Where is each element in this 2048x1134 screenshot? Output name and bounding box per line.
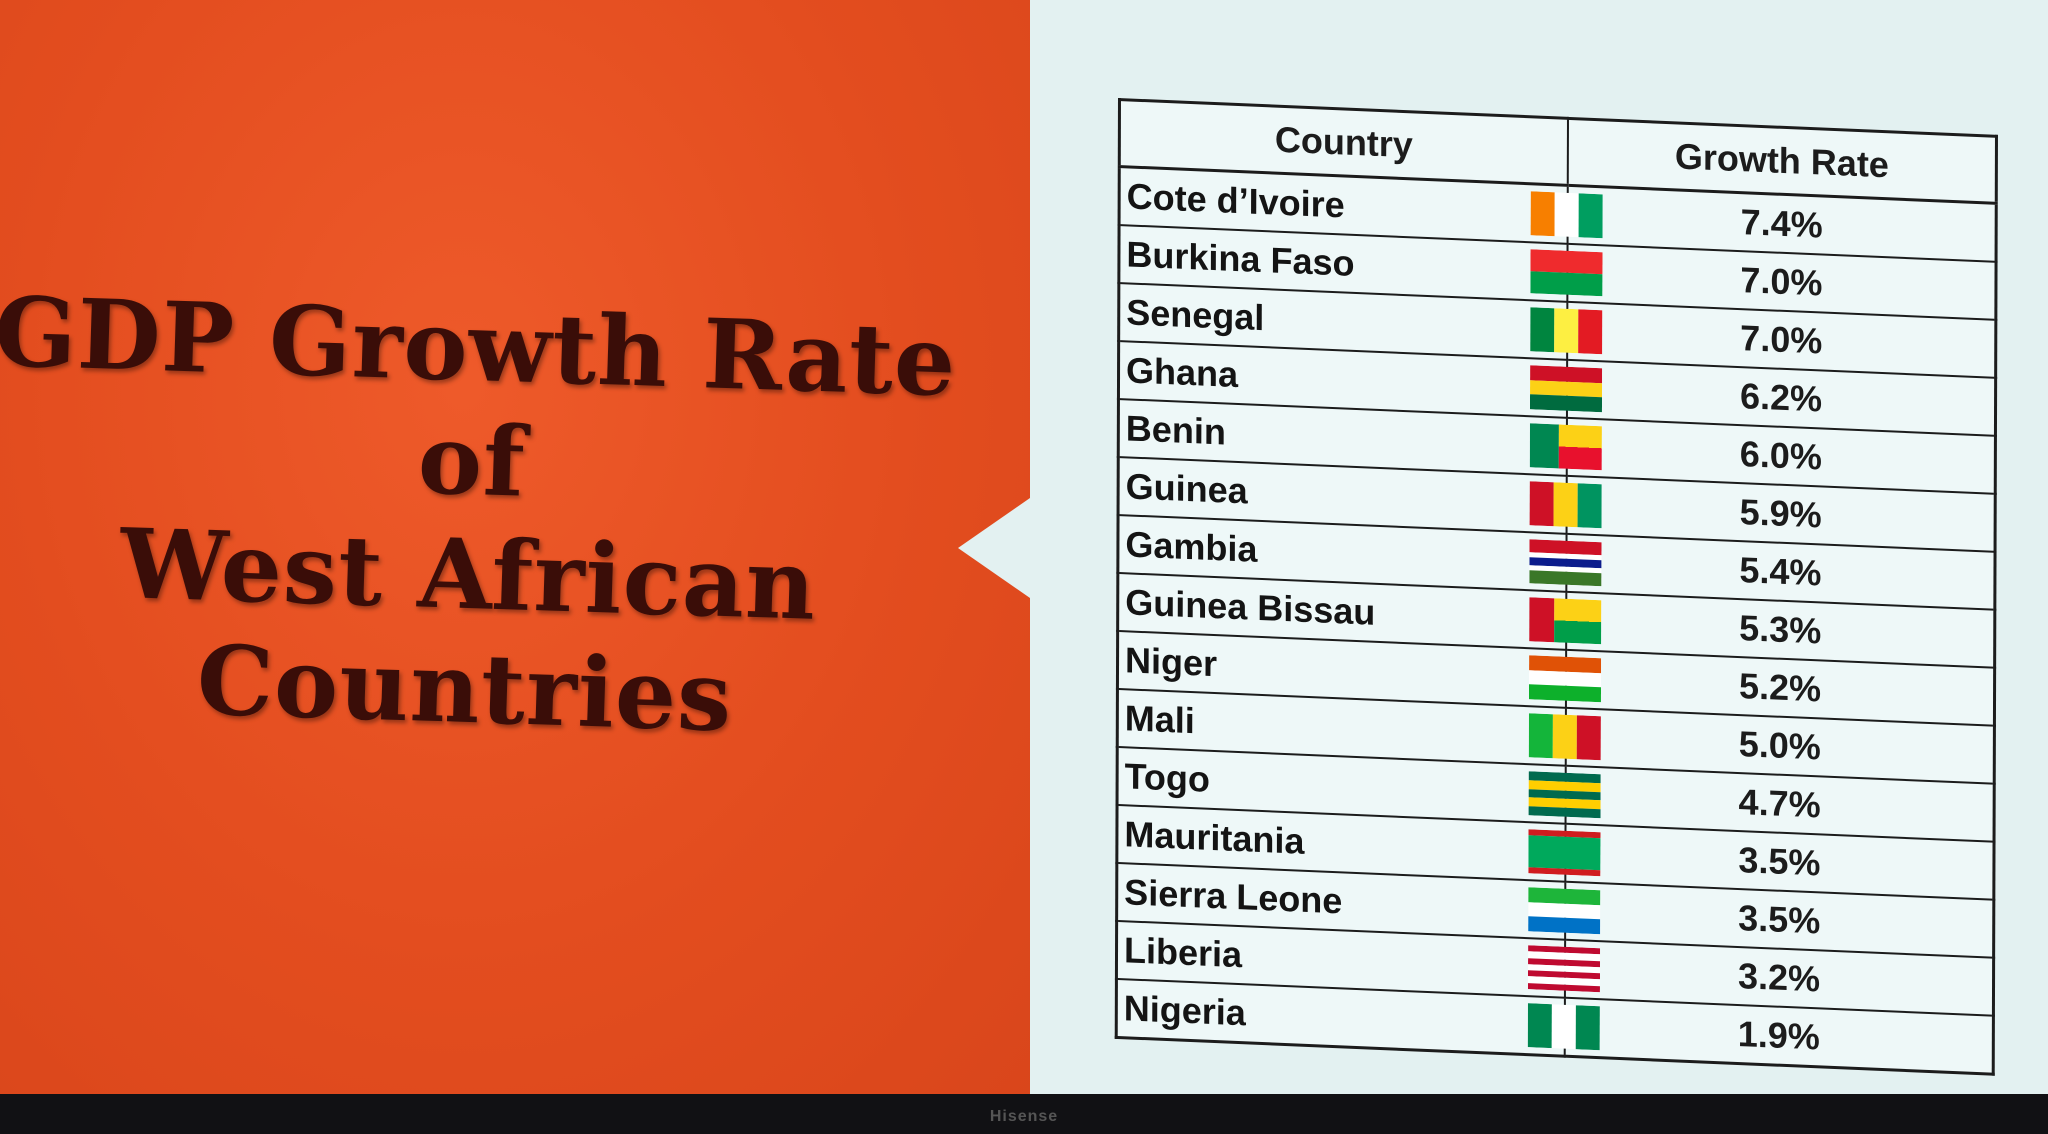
sierra-leone-flag-icon (1528, 887, 1601, 935)
growth-rate: 6.2% (1739, 375, 1823, 420)
title-panel: GDP Growth Rate of West African Countrie… (0, 0, 1030, 1100)
nigeria-flag-icon (1527, 1003, 1600, 1051)
benin-flag-icon (1529, 423, 1602, 471)
growth-rate: 3.5% (1738, 839, 1821, 884)
tv-bezel (0, 1094, 2048, 1134)
growth-rate: 3.2% (1737, 954, 1821, 1000)
gdp-table: Country Growth Rate Cote d’Ivoire 7.4% B… (1114, 98, 1998, 1076)
panel-notch (958, 498, 1030, 598)
gdp-table-wrapper: Country Growth Rate Cote d’Ivoire 7.4% B… (1114, 98, 1998, 1095)
mauritania-flag-icon (1528, 829, 1601, 877)
togo-flag-icon (1528, 771, 1601, 819)
gambia-flag-icon (1529, 539, 1602, 587)
growth-rate: 7.0% (1740, 317, 1823, 362)
tv-brand-logo: Hisense (989, 1108, 1059, 1125)
presentation-screen: GDP Growth Rate of West African Countrie… (0, 0, 2048, 1100)
growth-rate: 5.9% (1739, 491, 1822, 536)
slide-title: GDP Growth Rate of West African Countrie… (0, 274, 977, 761)
growth-rate: 5.2% (1738, 665, 1822, 710)
growth-rate: 7.4% (1740, 201, 1823, 246)
growth-rate: 5.0% (1738, 723, 1821, 768)
guinea-flag-icon (1529, 481, 1602, 529)
mali-flag-icon (1528, 713, 1601, 761)
growth-rate: 4.7% (1738, 781, 1821, 826)
senegal-flag-icon (1530, 307, 1603, 355)
growth-rate: 3.5% (1738, 896, 1821, 942)
title-line-1: GDP Growth Rate of (0, 275, 959, 519)
cote-divoire-flag-icon (1530, 191, 1603, 239)
growth-rate: 5.4% (1739, 549, 1822, 594)
niger-flag-icon (1528, 655, 1602, 703)
growth-rate: 6.0% (1739, 433, 1822, 478)
liberia-flag-icon (1527, 945, 1601, 993)
growth-rate: 1.9% (1737, 1012, 1820, 1058)
ghana-flag-icon (1529, 365, 1603, 413)
guinea-bissau-flag-icon (1529, 597, 1602, 645)
burkina-faso-flag-icon (1530, 249, 1603, 297)
growth-rate: 5.3% (1739, 607, 1822, 652)
growth-rate: 7.0% (1740, 259, 1823, 304)
